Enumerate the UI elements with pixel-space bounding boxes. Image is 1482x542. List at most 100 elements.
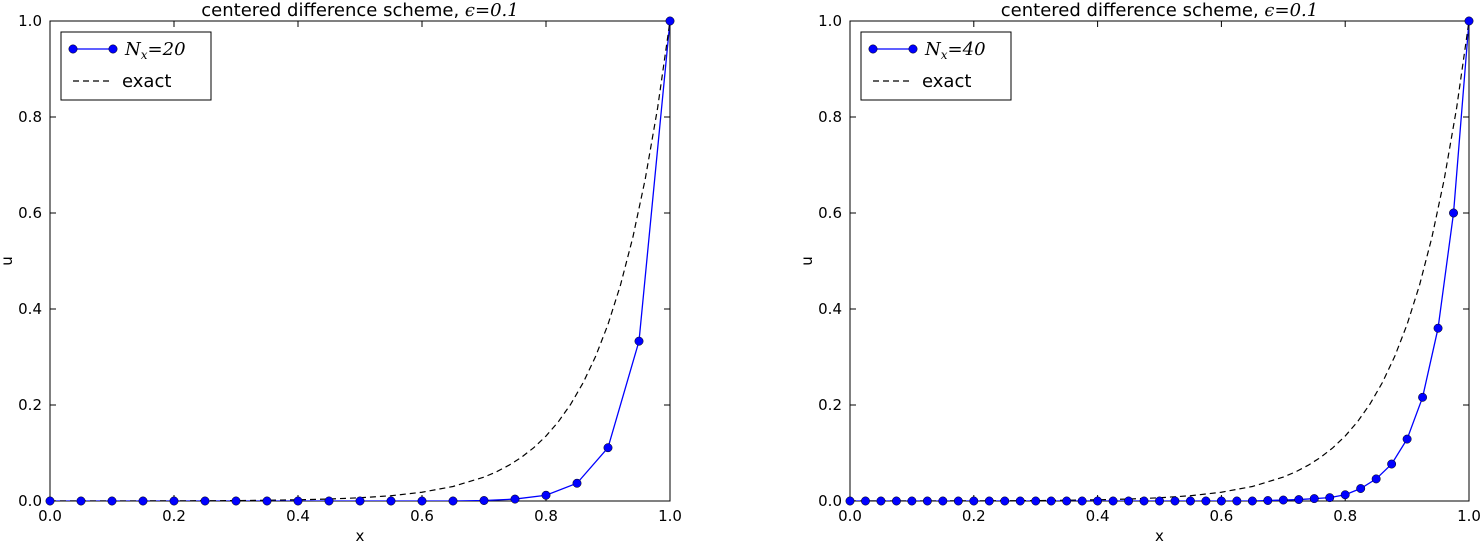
data-point xyxy=(969,496,979,506)
legend-label-exact: exact xyxy=(922,71,971,92)
y-tick-label: 0.6 xyxy=(18,204,42,222)
data-point xyxy=(1247,496,1257,506)
data-point xyxy=(231,496,241,506)
data-point xyxy=(169,496,179,506)
x-axis-label: x xyxy=(1155,527,1164,542)
data-point xyxy=(1418,392,1428,402)
data-point xyxy=(1031,496,1041,506)
x-tick-label: 0.2 xyxy=(162,507,186,525)
x-tick-label: 0.4 xyxy=(1086,507,1110,525)
x-tick-label: 0.0 xyxy=(838,507,862,525)
y-tick-label: 1.0 xyxy=(18,12,42,30)
data-point xyxy=(984,496,994,506)
data-point xyxy=(1433,323,1443,333)
y-axis-label: u xyxy=(0,256,16,266)
chart-2: 0.0 0.2 0.4 0.6 0.8 1.0 0.0 0.2 0.4 0.6 0.8 1.0 x u ce… xyxy=(798,0,1481,542)
data-point xyxy=(45,496,55,506)
legend-box xyxy=(860,31,1012,101)
data-point xyxy=(938,496,948,506)
x-tick-label: 0.8 xyxy=(534,507,558,525)
legend-marker xyxy=(908,44,918,54)
data-point xyxy=(448,496,458,506)
data-point xyxy=(1294,495,1304,505)
data-point xyxy=(876,496,886,506)
data-point xyxy=(1464,16,1474,26)
data-point xyxy=(1046,496,1056,506)
legend-label-numerical: Nx=20 xyxy=(124,39,186,62)
data-point xyxy=(1309,494,1319,504)
x-tick-label: 0.8 xyxy=(1333,507,1357,525)
data-point xyxy=(200,496,210,506)
x-tick-label: 0.6 xyxy=(410,507,434,525)
legend: Nx=40 exact xyxy=(860,31,1012,101)
data-point xyxy=(1232,496,1242,506)
data-point xyxy=(665,16,675,26)
data-point xyxy=(479,496,489,505)
legend-marker xyxy=(68,44,78,54)
x-tick-label: 1.0 xyxy=(1457,507,1481,525)
data-point xyxy=(603,443,613,453)
data-point xyxy=(541,490,551,500)
data-point xyxy=(510,494,520,504)
exact-series-line xyxy=(850,21,1469,501)
data-point xyxy=(1371,474,1381,484)
y-tick-label: 0.6 xyxy=(818,204,842,222)
legend-marker xyxy=(108,44,118,54)
data-point xyxy=(922,496,932,506)
x-tick-label: 1.0 xyxy=(658,507,682,525)
data-point xyxy=(355,496,365,506)
data-point xyxy=(262,496,272,506)
data-point xyxy=(1124,496,1134,506)
y-tick-label: 0.0 xyxy=(18,492,42,510)
legend-label-numerical: Nx=40 xyxy=(924,39,986,62)
data-point xyxy=(1108,496,1118,506)
legend-label-exact: exact xyxy=(122,71,171,92)
y-tick-label: 0.0 xyxy=(818,492,842,510)
chart-title: centered difference scheme, ϵ=0.1 xyxy=(1001,0,1318,21)
chart-1: 0.0 0.2 0.4 0.6 0.8 1.0 0.0 0.2 0.4 0.6 0.8 1.0 x u ce… xyxy=(0,0,682,542)
data-point xyxy=(1278,495,1288,505)
data-point xyxy=(572,478,582,488)
data-point xyxy=(1170,496,1180,506)
data-point xyxy=(1062,496,1072,506)
data-point xyxy=(907,496,917,506)
data-point xyxy=(386,496,396,506)
data-point xyxy=(1077,496,1087,506)
numerical-series-line xyxy=(850,21,1469,501)
y-tick-label: 0.8 xyxy=(18,108,42,126)
data-point xyxy=(1139,496,1149,506)
x-tick-label: 0.4 xyxy=(286,507,310,525)
data-point xyxy=(845,496,855,506)
x-axis-label: x xyxy=(356,527,365,542)
y-tick-label: 0.4 xyxy=(818,300,842,318)
data-point xyxy=(1325,493,1335,503)
data-point xyxy=(138,496,148,506)
plot-area xyxy=(50,21,670,501)
data-point xyxy=(634,336,644,346)
data-point xyxy=(1356,484,1366,493)
chart-title: centered difference scheme, ϵ=0.1 xyxy=(201,0,518,21)
numerical-series-line xyxy=(50,21,670,501)
y-tick-label: 0.2 xyxy=(18,396,42,414)
data-point xyxy=(1093,496,1103,506)
data-point xyxy=(1155,496,1164,506)
x-tick-label: 0.0 xyxy=(38,507,62,525)
data-point xyxy=(1387,459,1397,469)
data-point xyxy=(891,496,901,506)
y-tick-label: 0.2 xyxy=(818,396,842,414)
exact-series-line xyxy=(50,21,670,501)
y-tick-label: 0.8 xyxy=(818,108,842,126)
data-point xyxy=(1015,496,1025,506)
data-point xyxy=(107,496,117,506)
data-point xyxy=(1340,490,1350,500)
data-point xyxy=(76,496,86,506)
data-point xyxy=(1186,496,1195,506)
data-point xyxy=(324,496,334,506)
data-point xyxy=(1449,208,1458,218)
data-point xyxy=(1000,496,1010,506)
data-point xyxy=(953,496,963,506)
data-point xyxy=(861,496,870,506)
data-point xyxy=(1216,496,1226,506)
data-point xyxy=(1402,434,1412,444)
